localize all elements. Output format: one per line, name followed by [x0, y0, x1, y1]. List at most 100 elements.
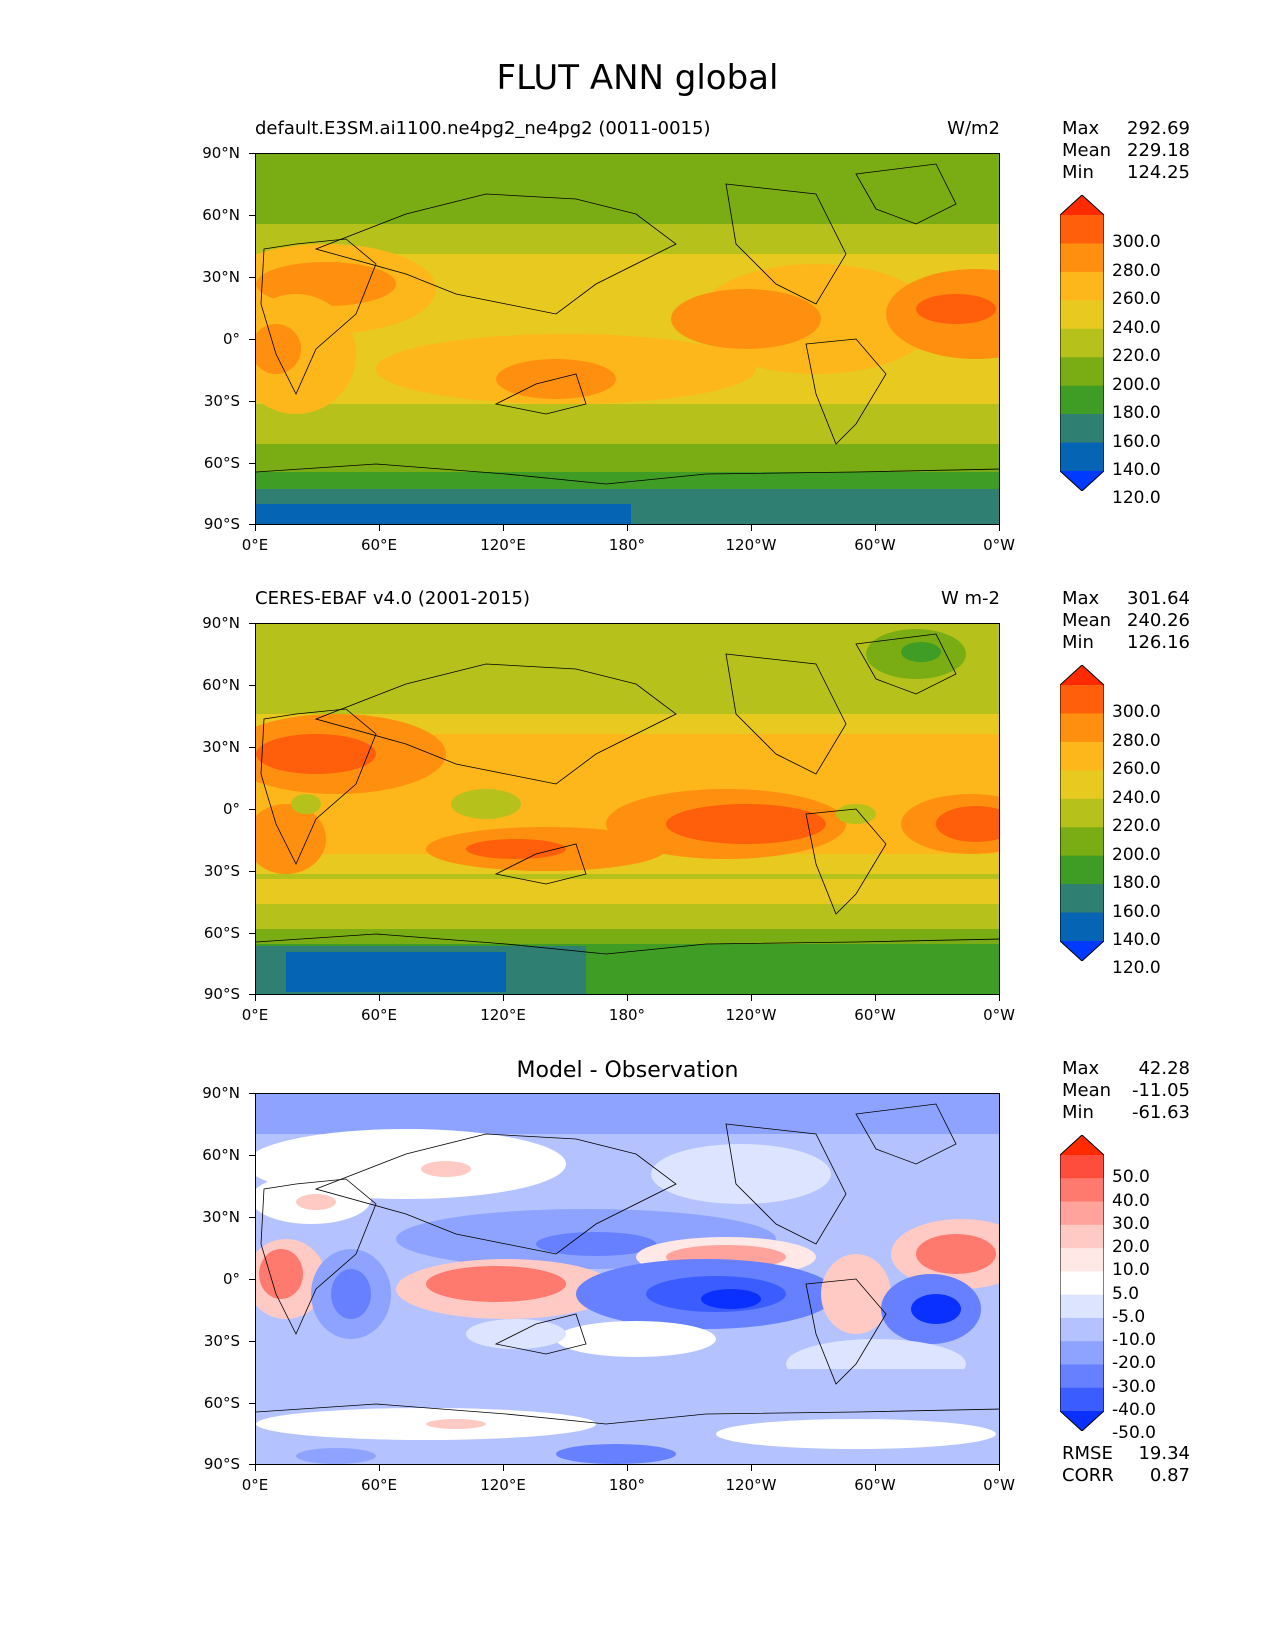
colorbar-label: 240.0 — [1112, 787, 1161, 808]
colorbar-segment — [1060, 1364, 1104, 1389]
lon-label: 180° — [608, 1476, 646, 1494]
colorbar-cap-bottom — [1060, 1411, 1104, 1431]
lat-label: 60°N — [202, 206, 240, 224]
colorbar-label: -40.0 — [1112, 1400, 1156, 1420]
lon-label: 60°E — [360, 536, 398, 554]
lon-label: 60°W — [854, 1006, 896, 1024]
colorbar-segment — [1060, 884, 1104, 914]
colorbar-segment — [1060, 1201, 1104, 1226]
colorbar-label: -50.0 — [1112, 1423, 1156, 1444]
lat-label: 90°N — [202, 144, 240, 162]
panel-observation: CERES-EBAF v4.0 (2001-2015) W m-2 — [0, 470, 1275, 1024]
colorbar-label: 20.0 — [1112, 1237, 1150, 1258]
panel-units: W/m2 — [947, 118, 1000, 139]
lon-label: 180° — [608, 1006, 646, 1024]
stat-min: 126.16 — [1127, 632, 1190, 653]
lon-label: 120°E — [480, 536, 526, 554]
colorbar-segment — [1060, 770, 1104, 800]
lat-label: 30°N — [202, 268, 240, 286]
lat-label: 30°S — [203, 392, 240, 410]
colorbar-segment — [1060, 1271, 1104, 1296]
stats-box: Max 42.28 Mean -11.05 Min -61.63 — [1062, 1058, 1190, 1124]
colorbar-segment — [1060, 713, 1104, 743]
colorbar-label: 280.0 — [1112, 730, 1161, 751]
colorbar-label: 300.0 — [1112, 232, 1161, 253]
stat-label: Min — [1062, 632, 1094, 653]
stat-mean: -11.05 — [1131, 1080, 1190, 1101]
lon-label: 0°W — [983, 1006, 1015, 1024]
lat-label: 90°N — [202, 1084, 240, 1102]
colorbar — [1060, 195, 1104, 491]
colorbar-segment — [1060, 1387, 1104, 1412]
colorbar-label: 120.0 — [1112, 488, 1161, 509]
colorbar-segment — [1060, 1294, 1104, 1319]
figure-title: FLUT ANN global — [496, 58, 779, 98]
colorbar-label: -10.0 — [1112, 1330, 1156, 1351]
rmse-value: 19.34 — [1138, 1443, 1190, 1464]
colorbar-label: 260.0 — [1112, 759, 1161, 780]
colorbar-segment — [1060, 215, 1104, 244]
colorbar-label: 40.0 — [1112, 1190, 1150, 1211]
metric-label: RMSE — [1062, 1443, 1113, 1464]
lat-label: 60°N — [202, 676, 240, 694]
lat-label: 90°S — [203, 515, 240, 533]
metrics-box: RMSE 19.34 CORR 0.87 — [1062, 1443, 1190, 1487]
lon-label: 60°E — [360, 1006, 398, 1024]
colorbar-label: 10.0 — [1112, 1260, 1150, 1281]
colorbar-label: 220.0 — [1112, 346, 1161, 367]
colorbar-cap-bottom — [1060, 471, 1104, 491]
colorbar-segment — [1060, 414, 1104, 444]
stat-label: Min — [1062, 162, 1094, 183]
lon-label: 0°E — [241, 1006, 269, 1024]
colorbar-segment — [1060, 1155, 1104, 1179]
colorbar-cap-top — [1060, 665, 1104, 685]
colorbar-cap-top — [1060, 1135, 1104, 1155]
lat-label: 90°N — [202, 614, 240, 632]
lat-label: 90°S — [203, 1455, 240, 1473]
lat-label: 60°S — [203, 1394, 240, 1412]
stat-label: Mean — [1062, 1080, 1112, 1101]
panel-difference: Model - Observation — [0, 940, 1275, 1494]
colorbar-label: 30.0 — [1112, 1213, 1150, 1234]
lat-label: 0° — [222, 800, 240, 818]
colorbar-segment — [1060, 271, 1104, 301]
colorbar-label: -30.0 — [1112, 1376, 1156, 1397]
lon-label: 180° — [608, 536, 646, 554]
map-difference — [255, 1093, 1000, 1465]
panel-title: default.E3SM.ai1100.ne4pg2_ne4pg2 (0011-… — [255, 118, 711, 139]
stat-label: Max — [1062, 1058, 1100, 1079]
lat-label: 60°S — [203, 924, 240, 942]
stat-max: 292.69 — [1127, 118, 1190, 139]
map-model — [255, 153, 1000, 525]
lat-label: 60°S — [203, 454, 240, 472]
lat-label: 30°N — [202, 738, 240, 756]
lon-label: 120°W — [725, 536, 777, 554]
colorbar-label: 300.0 — [1112, 702, 1161, 723]
lon-label: 0°E — [241, 536, 269, 554]
colorbar-label: 5.0 — [1112, 1283, 1140, 1304]
colorbar-label: 140.0 — [1112, 930, 1161, 950]
colorbar-segment — [1060, 685, 1104, 714]
colorbar-label: -5.0 — [1112, 1306, 1146, 1327]
colorbar-segment — [1060, 912, 1104, 942]
colorbar-segment — [1060, 855, 1104, 885]
colorbar-label: 200.0 — [1112, 374, 1161, 395]
lat-label: 60°N — [202, 1146, 240, 1164]
colorbar-label: 220.0 — [1112, 816, 1161, 837]
lat-label: 30°N — [202, 1208, 240, 1226]
lat-label: 90°S — [203, 985, 240, 1003]
corr-value: 0.87 — [1149, 1465, 1190, 1486]
stat-label: Max — [1062, 118, 1100, 139]
stat-label: Mean — [1062, 140, 1112, 161]
colorbar-segment — [1060, 385, 1104, 415]
colorbar-label: 260.0 — [1112, 289, 1161, 310]
metric-label: CORR — [1062, 1465, 1114, 1486]
lon-label: 0°E — [241, 1476, 269, 1494]
lon-label: 60°W — [854, 1476, 896, 1494]
lon-label: 120°W — [725, 1006, 777, 1024]
stats-box: Max 301.64 Mean 240.26 Min 126.16 — [1062, 588, 1190, 654]
colorbar-label: -20.0 — [1112, 1353, 1156, 1374]
colorbar-segment — [1060, 300, 1104, 330]
lon-label: 0°W — [983, 536, 1015, 554]
stat-label: Min — [1062, 1102, 1094, 1123]
